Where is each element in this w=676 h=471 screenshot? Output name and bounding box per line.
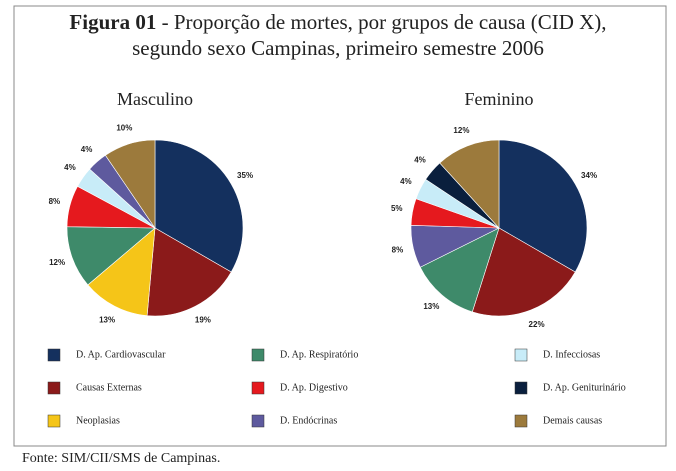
pie-slice: [439, 139, 500, 229]
legend-label: D. Ap. Respiratório: [280, 349, 358, 360]
data-label: 8%: [49, 197, 61, 206]
figure-label: Figura 01: [69, 10, 156, 34]
legend-swatch: [251, 348, 265, 362]
legend-swatch: [47, 414, 61, 428]
frame: [13, 5, 667, 447]
data-label: 13%: [99, 315, 115, 324]
data-label: 4%: [81, 145, 93, 154]
legend-label: Neoplasias: [76, 415, 120, 426]
data-label: 12%: [453, 126, 469, 135]
pie-slice: [154, 139, 244, 273]
legend-label: D. Endócrinas: [280, 415, 337, 426]
chart-title: Figura 01 - Proporção de mortes, por gru…: [69, 10, 606, 34]
data-label: 10%: [116, 124, 132, 133]
data-label: 35%: [237, 171, 253, 180]
pie-title: Feminino: [464, 89, 533, 109]
data-label: 4%: [64, 163, 76, 172]
legend-label: D. Ap. Geniturinário: [543, 382, 626, 393]
source: Fonte: SIM/CII/SMS de Campinas.: [22, 451, 220, 466]
pie-slice: [419, 227, 500, 313]
legend-swatch: [514, 348, 528, 362]
legend-label: Demais causas: [543, 415, 602, 426]
pie-slice: [471, 227, 576, 317]
pie-slice: [66, 226, 156, 286]
legend-swatch: [47, 348, 61, 362]
legend-label: D. Ap. Digestivo: [280, 382, 348, 393]
pie-slice: [498, 139, 588, 273]
data-label: 5%: [391, 204, 403, 213]
legend-label: D. Infecciosas: [543, 349, 600, 360]
legend-swatch: [514, 414, 528, 428]
title-line: segundo sexo Campinas, primeiro semestre…: [132, 36, 544, 60]
data-label: 34%: [581, 171, 597, 180]
data-label: 4%: [414, 155, 426, 164]
legend-label: Causas Externas: [76, 382, 142, 393]
legend-swatch: [47, 381, 61, 395]
pie-slice: [146, 227, 232, 317]
data-label: 13%: [423, 302, 439, 311]
pie-slice: [87, 227, 156, 316]
data-label: 22%: [529, 320, 545, 329]
data-label: 12%: [49, 258, 65, 267]
pie-slice: [105, 139, 156, 229]
pie-title: Masculino: [117, 89, 193, 109]
legend-swatch: [514, 381, 528, 395]
data-label: 19%: [195, 315, 211, 324]
data-label: 8%: [392, 245, 404, 254]
data-label: 4%: [400, 177, 412, 186]
legend-label: D. Ap. Cardiovascular: [76, 349, 166, 360]
legend-swatch: [251, 414, 265, 428]
legend-swatch: [251, 381, 265, 395]
title-line: - Proporção de mortes, por grupos de cau…: [162, 10, 607, 34]
